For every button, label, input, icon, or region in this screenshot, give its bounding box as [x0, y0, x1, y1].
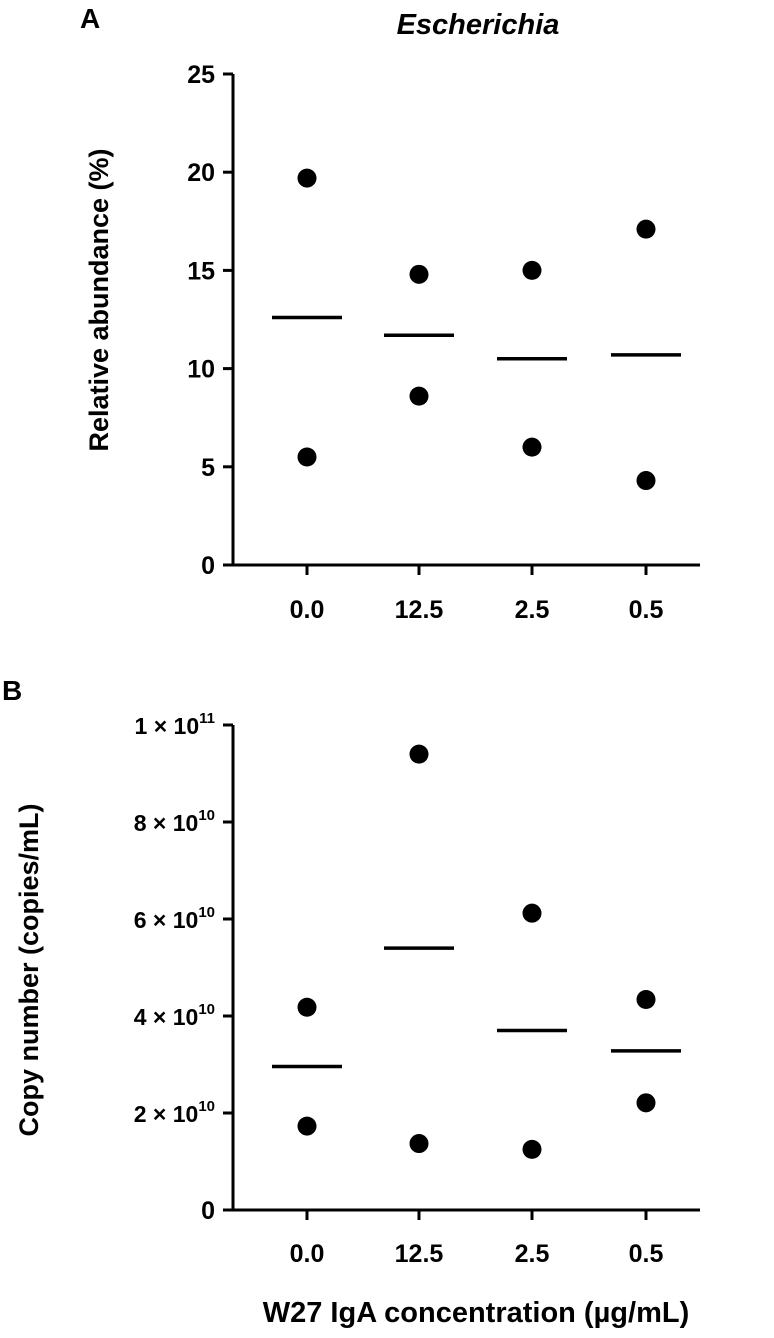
data-point-a: [409, 386, 429, 406]
y-tick-label-a: 0: [201, 552, 215, 580]
panel-label-a: A: [80, 3, 100, 34]
x-tick-label-b: 0.0: [290, 1240, 325, 1268]
plot-area-b: 0 2 × 1010 4 × 1010 6 × 1010 8 × 1010 1 × 101…: [134, 710, 700, 1268]
x-tick-label-a: 0.0: [290, 596, 325, 624]
data-point-b: [522, 903, 542, 923]
data-point-a: [297, 168, 317, 188]
x-tick-label-b: 2.5: [515, 1240, 550, 1268]
x-tick-label-a: 12.5: [395, 596, 444, 624]
y-tick-label-b: 0: [201, 1197, 215, 1225]
data-point-a: [636, 219, 656, 239]
y-axis-label-b: Copy number (copies/mL): [14, 803, 44, 1136]
data-point-b: [409, 744, 429, 764]
y-tick-label-b: 6 × 1010: [134, 904, 215, 933]
y-tick-label-b: 8 × 1010: [134, 807, 215, 836]
data-point-b: [409, 1134, 429, 1154]
plot-area-a: 0 5 10 15 20 25 0.0 12.5 2.5 0.5: [187, 61, 700, 624]
y-tick-label-a: 15: [187, 257, 215, 285]
data-point-b: [297, 1116, 317, 1136]
x-tick-label-a: 0.5: [629, 596, 664, 624]
data-point-b: [297, 997, 317, 1017]
data-point-b: [522, 1139, 542, 1159]
y-tick-label-b: 1 × 1011: [135, 710, 215, 739]
y-tick-label-a: 5: [201, 454, 215, 482]
panel-label-b: B: [2, 675, 22, 706]
y-tick-label-a: 20: [187, 159, 215, 187]
x-tick-label-a: 2.5: [515, 596, 550, 624]
data-point-a: [297, 447, 317, 467]
data-point-a: [636, 471, 656, 491]
y-tick-label-a: 25: [187, 61, 215, 89]
chart-title: Escherichia: [397, 9, 560, 41]
data-point-a: [522, 260, 542, 280]
data-point-a: [522, 437, 542, 457]
x-tick-label-b: 12.5: [395, 1240, 444, 1268]
data-point-a: [409, 264, 429, 284]
y-tick-label-b: 4 × 1010: [134, 1001, 215, 1030]
data-point-b: [636, 1093, 656, 1113]
y-tick-label-b: 2 × 1010: [134, 1098, 215, 1127]
y-tick-label-a: 10: [187, 356, 215, 384]
y-axis-label-a: Relative abundance (%): [84, 148, 114, 451]
x-tick-label-b: 0.5: [629, 1240, 664, 1268]
data-point-b: [636, 990, 656, 1010]
x-axis-label: W27 IgA concentration (µg/mL): [263, 1297, 689, 1329]
